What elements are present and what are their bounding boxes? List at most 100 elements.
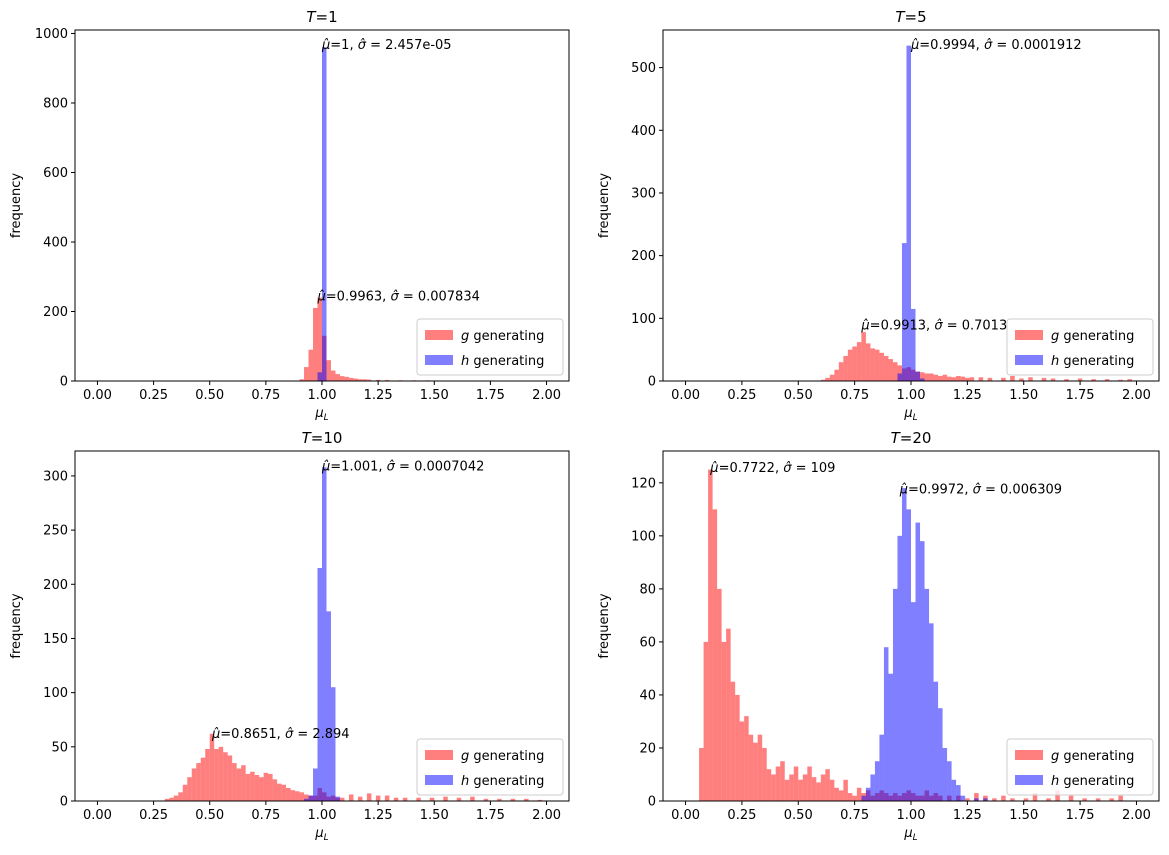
bar-g xyxy=(744,716,749,801)
bar-g xyxy=(375,379,381,381)
bar-g xyxy=(951,377,957,381)
x-tick-label: 1.50 xyxy=(1009,388,1038,403)
y-tick-label: 0 xyxy=(60,795,68,810)
x-tick-label: 1.00 xyxy=(308,388,337,403)
x-tick-label: 1.75 xyxy=(476,388,505,403)
x-tick-label: 1.50 xyxy=(1009,808,1038,823)
bar-g xyxy=(277,783,282,801)
bar-h xyxy=(322,47,327,381)
x-tick-label: 2.00 xyxy=(532,388,561,403)
x-tick-label: 0.00 xyxy=(83,808,112,823)
bar-g xyxy=(272,779,278,801)
bar-g xyxy=(834,369,839,381)
bar-g xyxy=(1118,379,1123,381)
bar-g xyxy=(456,797,462,801)
bar-h xyxy=(933,681,939,801)
bar-g xyxy=(182,784,188,801)
x-tick-label: 0.50 xyxy=(784,808,813,823)
bar-g xyxy=(164,798,170,801)
legend-label-h: h generating xyxy=(461,774,544,789)
bar-g xyxy=(802,774,808,801)
legend-box xyxy=(416,318,564,376)
bar-g xyxy=(811,777,817,801)
bar-g xyxy=(1082,798,1087,801)
bar-h xyxy=(960,795,966,801)
bar-g xyxy=(344,376,349,381)
bar-g xyxy=(852,795,857,801)
bar-h xyxy=(865,787,871,801)
x-tick-label: 1.25 xyxy=(364,388,393,403)
bar-h xyxy=(915,371,921,381)
bar-h xyxy=(938,708,943,801)
legend-label-h: h generating xyxy=(461,354,544,369)
bar-g xyxy=(510,798,516,801)
legend-label-g: g generating xyxy=(1051,329,1134,344)
bar-g xyxy=(1041,377,1047,381)
bar-h xyxy=(883,647,889,801)
bar-g xyxy=(753,742,758,801)
bar-g xyxy=(366,379,372,381)
bar-g xyxy=(339,797,345,801)
y-tick-label: 0 xyxy=(648,795,656,810)
bar-h xyxy=(901,243,907,381)
bar-g xyxy=(353,378,358,381)
legend: g generating h generating xyxy=(416,318,564,376)
bar-h xyxy=(983,798,988,801)
x-tick-label: 1.00 xyxy=(897,808,926,823)
bar-h xyxy=(317,372,322,381)
subplot-title: T=20 xyxy=(891,429,932,447)
y-tick-label: 300 xyxy=(631,186,656,201)
bar-g xyxy=(766,769,772,801)
x-axis-label: μL xyxy=(314,826,328,843)
bar-g xyxy=(879,352,884,381)
legend-box xyxy=(416,738,564,796)
y-tick-label: 300 xyxy=(43,469,68,484)
bar-g xyxy=(708,469,713,801)
bar-g xyxy=(1023,798,1029,801)
bar-h xyxy=(892,588,898,801)
bar-g xyxy=(214,748,219,801)
bar-g xyxy=(254,774,260,801)
bar-h xyxy=(879,734,884,801)
y-tick-label: 50 xyxy=(51,740,68,755)
x-tick-label: 0.00 xyxy=(83,388,112,403)
bar-g xyxy=(717,588,722,801)
x-tick-label: 1.25 xyxy=(953,388,982,403)
subplot-title: T=5 xyxy=(895,8,926,26)
series-h xyxy=(317,47,327,381)
bar-h xyxy=(308,795,314,801)
y-tick-label: 20 xyxy=(639,741,656,756)
bar-g xyxy=(223,752,228,801)
bar-g xyxy=(775,766,781,801)
y-tick-label: 250 xyxy=(43,524,68,539)
bar-g xyxy=(1046,798,1051,801)
bar-g xyxy=(497,798,502,801)
legend-label-g: g generating xyxy=(461,749,544,764)
bar-g xyxy=(987,377,993,381)
bar-g xyxy=(362,379,367,381)
bar-h xyxy=(897,373,902,381)
bar-h xyxy=(888,673,893,801)
annotation: μ̂=1, σ̂ = 2.457e-05 xyxy=(321,38,452,53)
y-tick-label: 400 xyxy=(43,235,68,250)
y-tick-label: 800 xyxy=(43,96,68,111)
bar-g xyxy=(357,379,363,381)
x-tick-label: 0.25 xyxy=(727,808,756,823)
x-tick-label: 1.00 xyxy=(308,808,337,823)
bar-g xyxy=(816,782,821,801)
y-tick-label: 200 xyxy=(43,305,68,320)
bar-g xyxy=(286,788,291,801)
bar-h xyxy=(951,779,957,801)
x-tick-label: 1.25 xyxy=(953,808,982,823)
annotation: μ̂=0.9972, σ̂ = 0.006309 xyxy=(899,482,1062,497)
bar-g xyxy=(748,734,754,801)
legend-swatch-h xyxy=(1015,355,1043,365)
bar-g xyxy=(304,367,309,381)
bar-g xyxy=(712,509,718,801)
bar-g xyxy=(789,774,794,801)
bar-g xyxy=(259,777,264,801)
bar-g xyxy=(1032,793,1038,801)
bar-h xyxy=(956,785,961,801)
bar-g xyxy=(1010,798,1015,801)
